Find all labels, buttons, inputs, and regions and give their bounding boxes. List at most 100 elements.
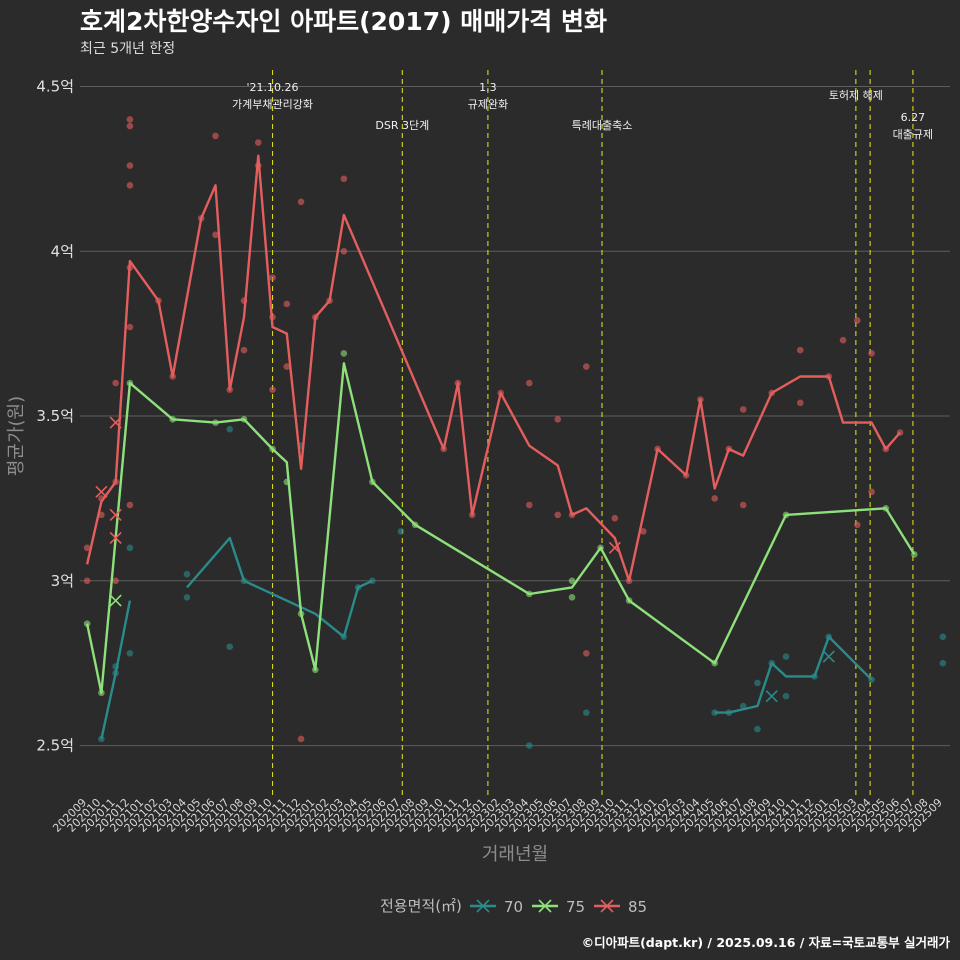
event-label: 대출규제 <box>893 128 933 141</box>
x-marker-70 <box>765 690 778 703</box>
data-point-85 <box>796 346 804 354</box>
event-label: 가계부채관리강화 <box>232 98 313 111</box>
x-markers <box>95 416 835 703</box>
data-point-85 <box>126 182 134 189</box>
data-point-70 <box>939 633 947 641</box>
data-point-85 <box>126 122 134 130</box>
x-marker-85 <box>608 541 621 554</box>
legend-item-75: 75 <box>532 898 585 916</box>
data-point-85 <box>83 544 91 552</box>
data-point-70 <box>183 593 191 601</box>
series-line-70 <box>100 600 132 740</box>
data-point-85 <box>583 363 590 370</box>
data-point-70 <box>397 528 405 535</box>
data-point-85 <box>269 386 276 393</box>
data-point-85 <box>283 363 291 370</box>
data-point-85 <box>554 416 562 423</box>
data-point-85 <box>283 300 291 308</box>
y-axis-title: 평균가(원) <box>6 396 27 476</box>
event-label: 특례대출축소 <box>572 119 633 132</box>
data-point-85 <box>112 577 119 585</box>
series-lines <box>85 154 916 740</box>
gridlines <box>80 85 950 747</box>
data-point-85 <box>554 511 562 519</box>
data-point-70 <box>183 570 191 578</box>
data-point-85 <box>640 528 647 535</box>
data-point-85 <box>126 323 134 331</box>
x-marker-85 <box>109 508 122 521</box>
event-label: DSR 3단계 <box>375 119 429 132</box>
data-point-85 <box>240 346 248 354</box>
event-label: 규제완화 <box>468 98 508 111</box>
data-point-70 <box>754 679 761 687</box>
y-tick-label: 2.5억 <box>36 737 74 755</box>
data-point-75 <box>568 577 576 585</box>
data-point-85 <box>126 162 134 169</box>
event-label: 1.3 <box>479 81 497 94</box>
data-point-70 <box>782 653 790 660</box>
data-point-75 <box>568 593 576 601</box>
data-point-85 <box>868 488 875 496</box>
data-point-85 <box>853 317 861 324</box>
data-point-70 <box>126 649 134 657</box>
data-point-85 <box>297 735 305 743</box>
data-point-85 <box>739 406 747 413</box>
series-line-70 <box>186 536 373 638</box>
legend-title: 전용면적(㎡) <box>380 897 462 915</box>
data-point-85 <box>711 495 718 502</box>
data-point-70 <box>754 725 761 733</box>
data-point-85 <box>297 198 305 206</box>
x-marker-70 <box>822 650 835 663</box>
data-point-70 <box>739 702 747 710</box>
data-point-70 <box>939 659 947 667</box>
data-point-85 <box>340 175 348 183</box>
x-axis-title: 거래년월 <box>482 844 548 865</box>
legend-label: 70 <box>504 898 523 916</box>
data-point-70 <box>583 709 590 716</box>
series-line-85 <box>85 154 902 582</box>
series-line-75 <box>85 362 916 694</box>
data-point-85 <box>112 379 119 387</box>
data-point-85 <box>525 501 533 509</box>
data-point-85 <box>126 116 134 123</box>
data-point-85 <box>212 231 219 239</box>
data-point-85 <box>254 139 262 146</box>
data-point-85 <box>340 247 348 255</box>
x-marker-85 <box>109 416 122 429</box>
x-tick-labels: 2020092020102020112020122021012021022021… <box>50 796 945 835</box>
y-tick-label: 3억 <box>51 572 74 590</box>
data-point-70 <box>782 692 790 700</box>
data-point-75 <box>340 350 348 357</box>
data-point-85 <box>212 132 219 140</box>
data-point-85 <box>269 274 276 281</box>
event-label: 토허제 해제 <box>829 88 883 102</box>
series-line-70 <box>714 635 873 714</box>
data-point-85 <box>126 501 134 509</box>
y-tick-label: 4억 <box>51 242 74 260</box>
event-label: '21.10.26 <box>247 81 299 94</box>
data-point-85 <box>583 649 590 657</box>
legend-label: 75 <box>566 898 585 916</box>
legend-item-70: 70 <box>470 898 523 916</box>
data-point-70 <box>711 709 718 716</box>
x-marker-85 <box>109 531 122 545</box>
chart-subtitle: 최근 5개년 한정 <box>80 41 175 57</box>
data-point-85 <box>796 399 804 407</box>
data-point-70 <box>226 425 234 433</box>
chart-title: 호계2차한양수자인 아파트(2017) 매매가격 변화 <box>80 7 607 36</box>
x-marker-85 <box>95 485 108 498</box>
data-point-85 <box>739 501 747 509</box>
data-point-70 <box>126 544 134 552</box>
legend-item-85: 85 <box>594 898 647 916</box>
data-point-85 <box>83 577 91 585</box>
data-point-70 <box>525 742 533 749</box>
legend-label: 85 <box>628 898 647 916</box>
data-point-85 <box>853 521 861 529</box>
legend: 전용면적(㎡) 70 75 85 <box>380 897 647 916</box>
y-tick-labels: 2.5억 3억 3.5억 4억 4.5억 <box>36 77 74 754</box>
data-point-70 <box>226 643 234 651</box>
chart-caption: ©디아파트(dapt.kr) / 2025.09.16 / 자료=국토교통부 실… <box>582 935 951 950</box>
